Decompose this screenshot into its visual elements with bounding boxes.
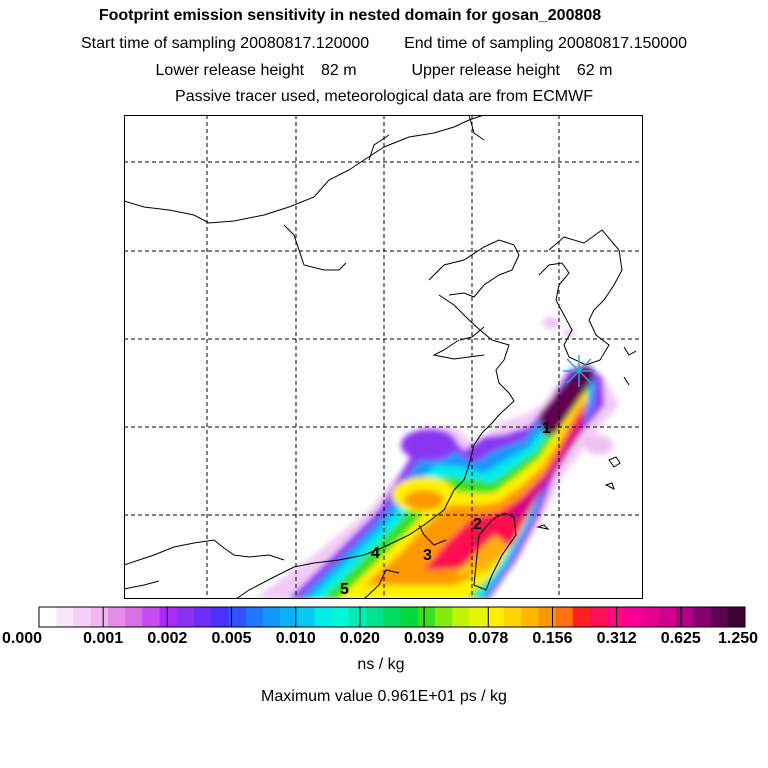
colorbar-swatch bbox=[297, 607, 315, 627]
colorbar-swatch bbox=[211, 607, 229, 627]
colorbar-swatch bbox=[452, 607, 470, 627]
start-time-label: Start time of sampling bbox=[80, 35, 236, 52]
tracer-note: Passive tracer used, meteorological data… bbox=[175, 88, 593, 105]
colorbar-swatch bbox=[607, 607, 625, 627]
colorbar-swatch bbox=[39, 607, 57, 627]
colorbar-tick-label: 0.312 bbox=[596, 630, 637, 647]
trajectory-label-3: 3 bbox=[423, 547, 432, 564]
end-time-label: End time of sampling bbox=[404, 35, 554, 52]
colorbar-swatch bbox=[245, 607, 264, 627]
upper-height-value: 62 m bbox=[576, 62, 613, 79]
colorbar-unit: ns / kg bbox=[357, 656, 405, 673]
trajectory-label-2: 2 bbox=[473, 516, 482, 533]
colorbar bbox=[38, 606, 746, 628]
colorbar-swatch bbox=[366, 607, 384, 627]
colorbar-swatch bbox=[590, 607, 608, 627]
colorbar-swatch bbox=[658, 607, 677, 627]
colorbar-swatch bbox=[142, 607, 160, 627]
maximum-value-note: Maximum value 0.961E+01 ps / kg bbox=[261, 688, 507, 705]
colorbar-swatch bbox=[348, 607, 367, 627]
footprint-map: 1 2 3 4 5 bbox=[124, 115, 643, 599]
colorbar-swatch bbox=[727, 607, 746, 627]
colorbar-swatch bbox=[676, 607, 694, 627]
colorbar-tick-label: 1.250 bbox=[717, 630, 759, 647]
colorbar-swatch bbox=[417, 607, 436, 627]
upper-height-label: Upper release height bbox=[411, 62, 560, 79]
colorbar-tick-label: 0.039 bbox=[404, 630, 445, 647]
trajectory-label-4: 4 bbox=[371, 545, 380, 562]
colorbar-tick-label: 0.625 bbox=[660, 630, 701, 647]
colorbar-swatch bbox=[176, 607, 195, 627]
colorbar-swatch bbox=[90, 607, 109, 627]
colorbar-swatch bbox=[400, 607, 419, 627]
colorbar-swatch bbox=[503, 607, 522, 627]
release-height-line: Lower release height 82 m Upper release … bbox=[0, 61, 768, 81]
plot-title: Footprint emission sensitivity in nested… bbox=[98, 7, 602, 24]
plume-core bbox=[539, 367, 594, 435]
colorbar-swatch bbox=[193, 607, 212, 627]
trajectory-label-1: 1 bbox=[542, 420, 551, 437]
colorbar-swatch bbox=[435, 607, 453, 627]
colorbar-swatch bbox=[538, 607, 556, 627]
colorbar-swatch bbox=[125, 607, 143, 627]
colorbar-frame bbox=[38, 606, 746, 628]
colorbar-tick-label: 0.010 bbox=[275, 630, 316, 647]
colorbar-swatch bbox=[159, 607, 178, 627]
lower-height-label: Lower release height bbox=[155, 62, 305, 79]
colorbar-swatch bbox=[107, 607, 126, 627]
release-point-marker bbox=[563, 355, 595, 387]
colorbar-swatch bbox=[469, 607, 488, 627]
lower-height-value: 82 m bbox=[320, 62, 357, 79]
coastlines bbox=[124, 115, 637, 599]
colorbar-tick-label: 0.078 bbox=[468, 630, 509, 647]
colorbar-swatch bbox=[710, 607, 729, 627]
colorbar-tick-label: 0.002 bbox=[147, 630, 188, 647]
colorbar-swatch bbox=[314, 607, 333, 627]
colorbar-tick-label: 0.020 bbox=[339, 630, 380, 647]
start-time-value: 20080817.120000 bbox=[240, 35, 370, 52]
footprint-plume bbox=[254, 317, 619, 599]
colorbar-swatch bbox=[555, 607, 574, 627]
colorbar-tick-label: 0.000 bbox=[1, 630, 43, 647]
colorbar-swatch bbox=[262, 607, 281, 627]
lat-lon-grid bbox=[124, 115, 643, 599]
colorbar-swatch bbox=[383, 607, 402, 627]
colorbar-swatch bbox=[641, 607, 660, 627]
plume-layer-orange bbox=[364, 397, 586, 585]
colorbar-swatch bbox=[624, 607, 643, 627]
colorbar-swatch bbox=[693, 607, 711, 627]
end-time-value: 20080817.150000 bbox=[557, 35, 687, 52]
colorbar-swatch bbox=[280, 607, 298, 627]
plume-layer-red bbox=[424, 405, 586, 570]
colorbar-swatch bbox=[486, 607, 505, 627]
trajectory-label-5: 5 bbox=[340, 581, 349, 598]
colorbar-tick-label: 0.156 bbox=[532, 630, 573, 647]
map-frame bbox=[124, 115, 643, 599]
colorbar-swatch bbox=[331, 607, 350, 627]
colorbar-tick-label: 0.005 bbox=[211, 630, 252, 647]
colorbar-swatch bbox=[572, 607, 591, 627]
sampling-time-line: Start time of sampling 20080817.120000 E… bbox=[0, 34, 768, 54]
colorbar-swatch bbox=[521, 607, 539, 627]
colorbar-swatch bbox=[56, 607, 74, 627]
colorbar-swatch bbox=[228, 607, 247, 627]
colorbar-tick-label: 0.001 bbox=[83, 630, 124, 647]
plume-layer-yellow bbox=[339, 387, 588, 599]
colorbar-swatch bbox=[73, 607, 92, 627]
